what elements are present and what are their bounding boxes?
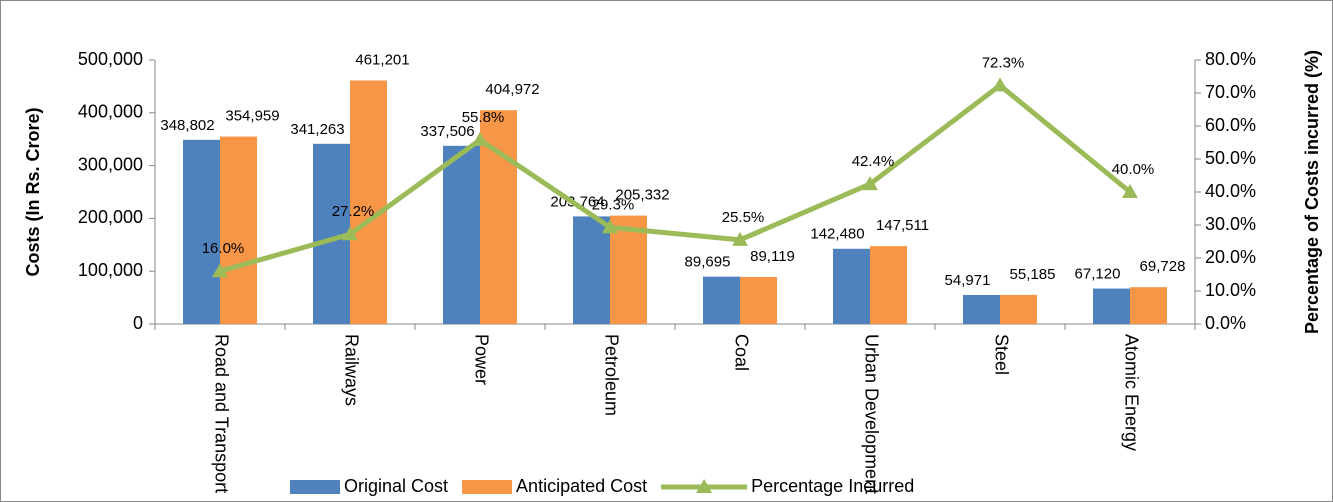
bar [443, 145, 480, 324]
x-tick-label: Atomic Energy [1121, 334, 1141, 451]
bar-value-label: 67,120 [1075, 266, 1121, 283]
line-marker [342, 226, 358, 241]
x-tick-label: Railways [341, 334, 361, 406]
x-tick-label: Steel [991, 334, 1011, 375]
bar-value-label: 348,802 [160, 117, 214, 134]
legend-label: Percentage Incurred [751, 476, 914, 496]
line-value-label: 72.3% [982, 54, 1025, 71]
y2-tick-label: 50.0% [1205, 148, 1256, 168]
bar-value-label: 142,480 [810, 226, 864, 243]
line-marker [212, 263, 228, 278]
bar-value-label: 55,185 [1010, 266, 1056, 283]
bar-value-label: 404,972 [485, 81, 539, 98]
line-value-label: 42.4% [852, 153, 895, 170]
y2-tick-label: 60.0% [1205, 115, 1256, 135]
bar [1130, 287, 1167, 324]
line-value-label: 16.0% [202, 240, 245, 257]
y-tick-label: 100,000 [78, 260, 143, 280]
y2-tick-label: 40.0% [1205, 181, 1256, 201]
y-tick-label: 500,000 [78, 49, 143, 69]
line-value-label: 40.0% [1112, 161, 1155, 178]
y2-tick-label: 30.0% [1205, 214, 1256, 234]
bar-value-label: 89,695 [685, 254, 731, 271]
y-tick-label: 0 [133, 313, 143, 333]
legend-swatch [290, 480, 340, 494]
bar [870, 246, 907, 324]
line-marker [732, 231, 748, 246]
x-tick-label: Road and Transport [211, 334, 231, 493]
line-marker [862, 176, 878, 191]
bar-value-label: 205,332 [615, 187, 669, 204]
line-marker [1122, 184, 1138, 198]
bar-value-label: 89,119 [750, 248, 795, 265]
bar [833, 248, 870, 324]
line-value-label: 55.8% [462, 109, 505, 126]
y-tick-label: 200,000 [78, 207, 143, 227]
x-tick-label: Urban Development [861, 334, 881, 494]
line-marker [602, 219, 618, 234]
bar-value-label: 341,263 [290, 121, 344, 138]
y2-tick-label: 80.0% [1205, 49, 1256, 69]
bar [963, 294, 1000, 324]
y2-tick-label: 20.0% [1205, 247, 1256, 267]
bar [1000, 294, 1037, 324]
bar [1093, 288, 1130, 324]
bar-value-label: 337,506 [420, 123, 474, 140]
x-tick-label: Petroleum [601, 334, 621, 416]
x-tick-label: Power [471, 334, 491, 385]
y2-tick-label: 0.0% [1205, 313, 1246, 333]
y-tick-label: 400,000 [78, 102, 143, 122]
bar-value-label: 147,511 [876, 217, 929, 234]
y2-axis-title: Percentage of Costs incurred (%) [1302, 50, 1322, 334]
bar [350, 80, 387, 324]
line-marker [472, 131, 488, 146]
y-tick-label: 300,000 [78, 154, 143, 174]
bar [220, 136, 257, 324]
line-value-label: 29.3% [592, 196, 635, 213]
y2-tick-label: 70.0% [1205, 82, 1256, 102]
bar-value-label: 354,959 [225, 108, 279, 125]
legend-label: Original Cost [344, 476, 448, 496]
legend-label: Anticipated Cost [516, 476, 647, 496]
legend-marker [696, 479, 713, 493]
line-marker [992, 77, 1008, 92]
y-axis-title: Costs (In Rs. Crore) [23, 107, 43, 276]
bar-value-label: 54,971 [945, 272, 991, 289]
y2-tick-label: 10.0% [1205, 280, 1256, 300]
bar [610, 215, 647, 324]
legend-swatch [462, 480, 513, 494]
bar [703, 276, 740, 324]
bar [573, 216, 610, 324]
line-value-label: 25.5% [722, 209, 765, 226]
bar-value-label: 461,201 [355, 51, 409, 68]
bar [740, 276, 777, 324]
x-tick-label: Coal [731, 334, 751, 371]
line-value-label: 27.2% [332, 203, 375, 220]
bar [183, 139, 220, 324]
bar-value-label: 69,728 [1140, 258, 1186, 275]
line [219, 82, 1132, 274]
